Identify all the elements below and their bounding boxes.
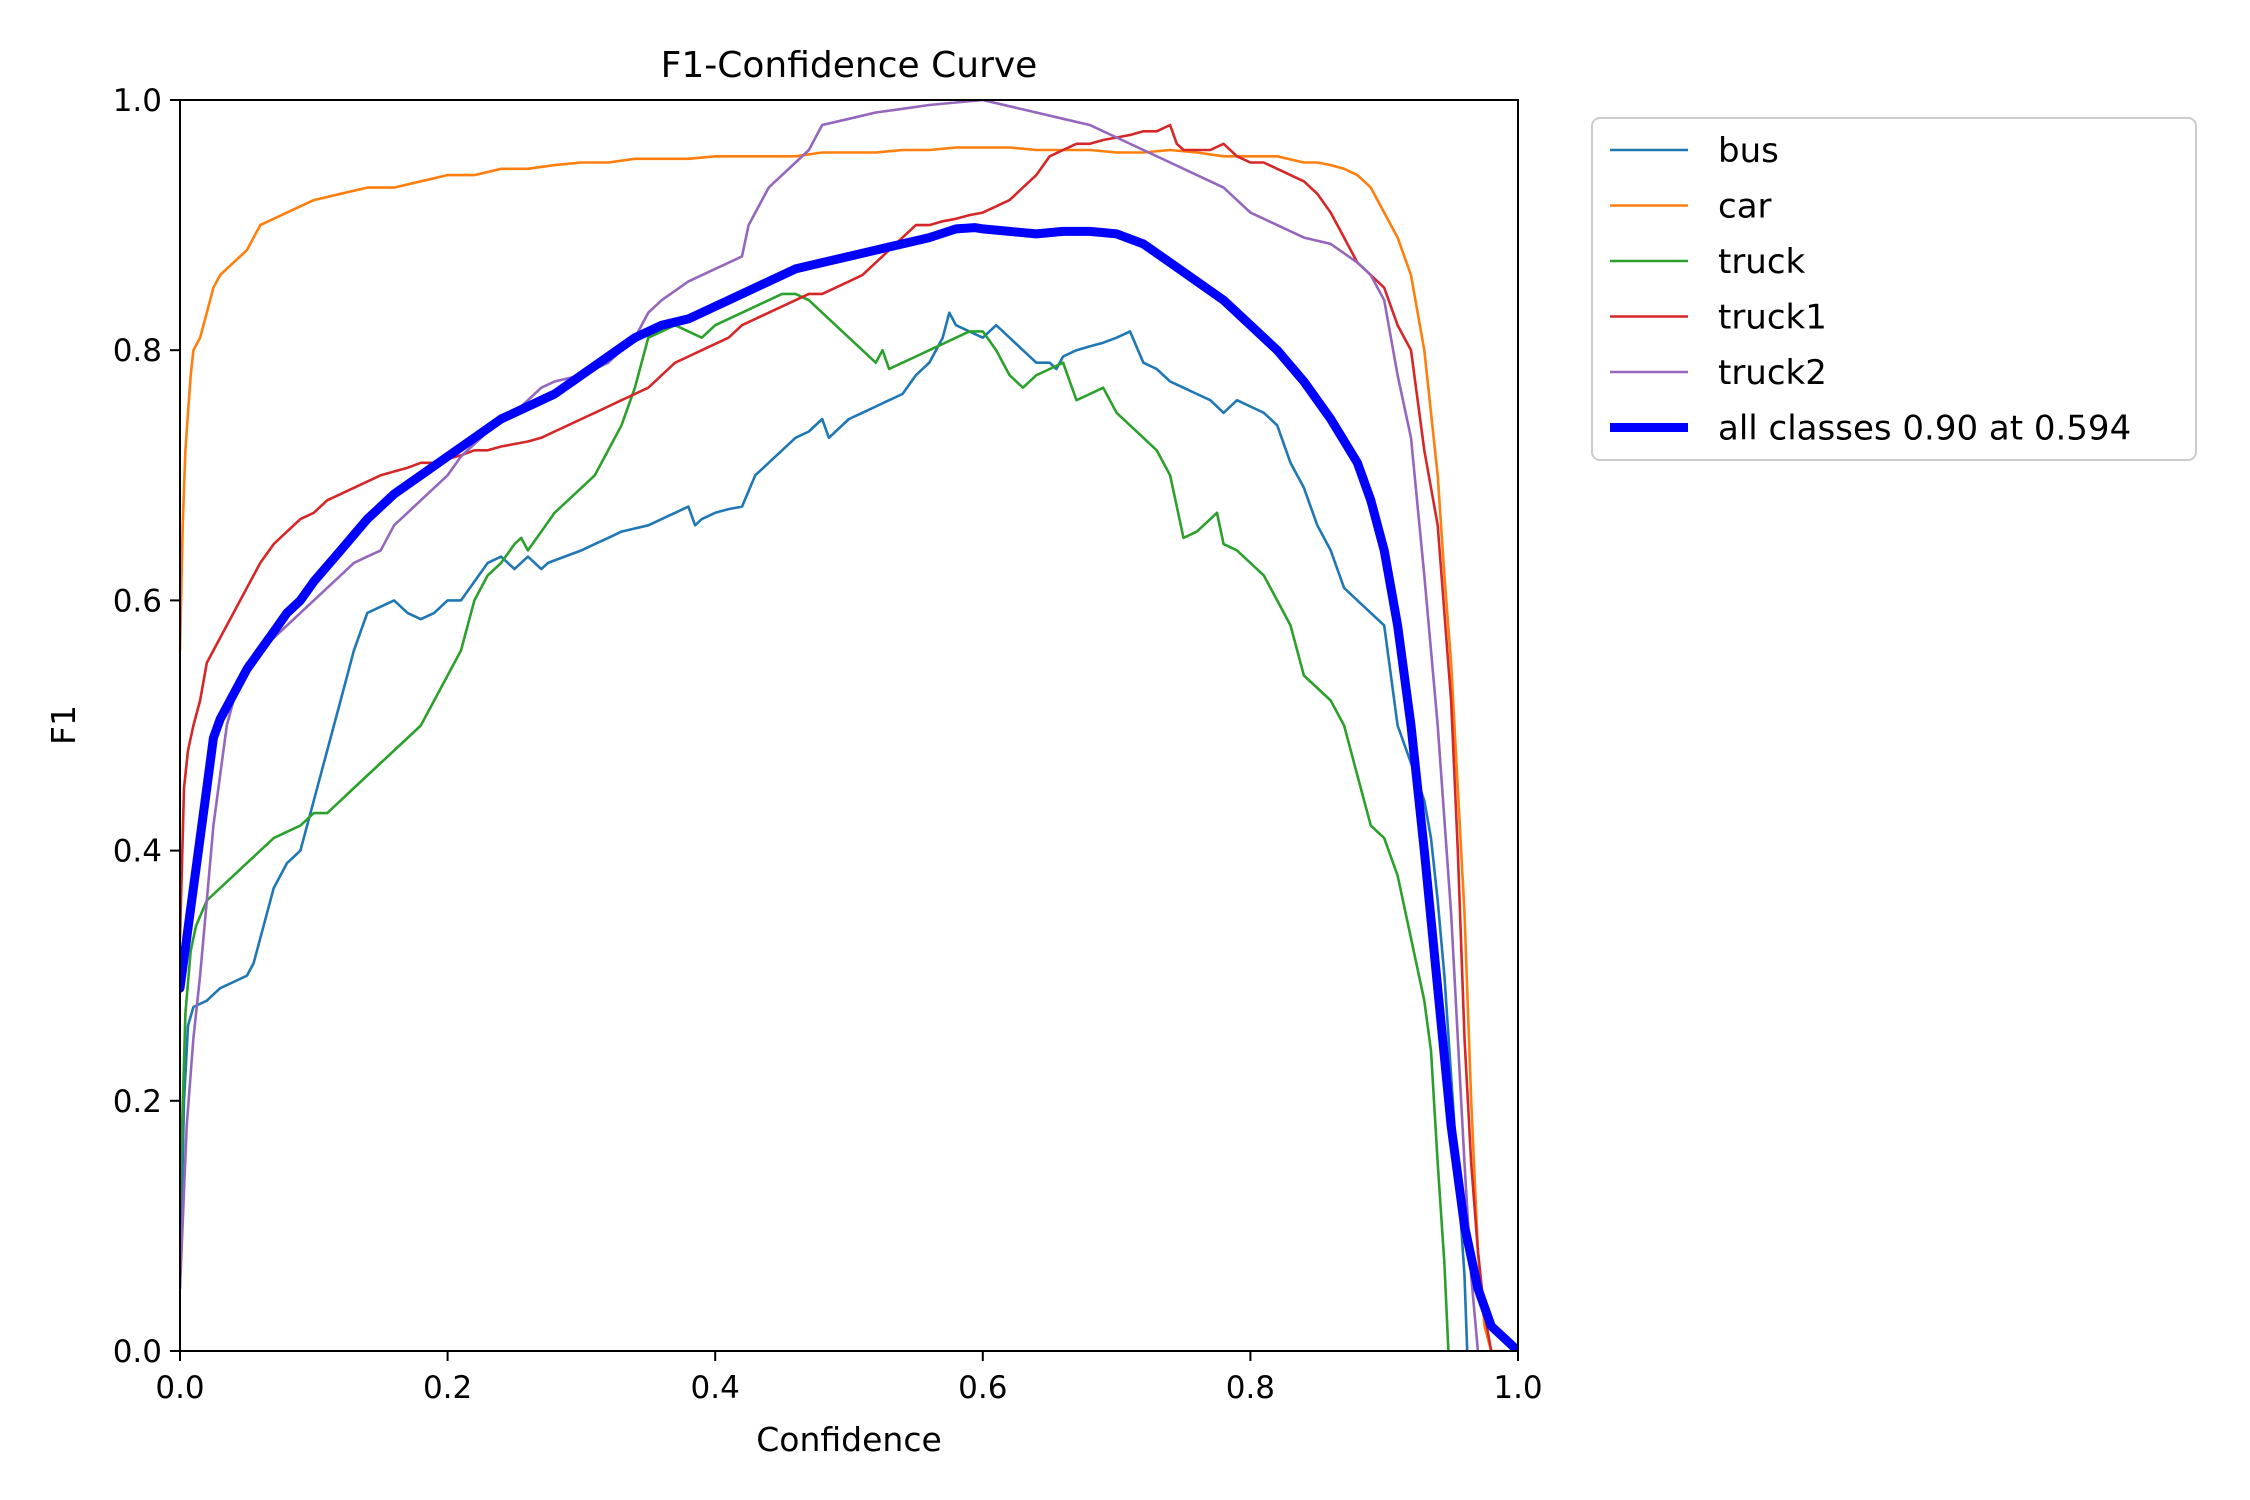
x-axis-ticks: 0.0 0.2 0.4 0.6 0.8 1.0 xyxy=(155,1351,1543,1406)
x-tick-label: 0.8 xyxy=(1226,1370,1275,1406)
series-layer xyxy=(180,100,1518,1351)
series-line-truck xyxy=(180,292,1450,1351)
y-axis-ticks: 0.0 0.2 0.4 0.6 0.8 1.0 xyxy=(113,83,180,1370)
legend-label: bus xyxy=(1718,131,1779,171)
chart-title: F1-Confidence Curve xyxy=(661,45,1038,86)
x-tick-label: 1.0 xyxy=(1493,1370,1542,1406)
series-line-truck2 xyxy=(180,100,1480,1351)
plot-area xyxy=(179,99,1519,1352)
x-tick-label: 0.4 xyxy=(691,1370,740,1406)
legend: bus car truck truck1 truck2 all classes 0.90 … xyxy=(1591,117,2197,461)
series-line-truck1 xyxy=(180,123,1493,1351)
series-line-all-classes-0-90-at-0-594 xyxy=(180,223,1518,1351)
legend-label: all classes 0.90 at 0.594 xyxy=(1718,409,2131,449)
series-line-car xyxy=(180,146,1506,1351)
y-tick-label: 0.0 xyxy=(113,1334,162,1370)
legend-label: car xyxy=(1718,187,1772,227)
legend-label: truck xyxy=(1718,242,1806,282)
y-axis-label: F1 xyxy=(44,705,83,745)
y-tick-label: 0.4 xyxy=(113,834,162,870)
x-tick-label: 0.6 xyxy=(958,1370,1007,1406)
legend-label: truck2 xyxy=(1718,353,1827,393)
legend-label: truck1 xyxy=(1718,298,1827,338)
y-tick-label: 0.8 xyxy=(113,333,162,369)
y-tick-label: 0.2 xyxy=(113,1084,162,1120)
x-axis-label: Confidence xyxy=(756,1420,942,1459)
x-tick-label: 0.0 xyxy=(155,1370,204,1406)
legend-box xyxy=(1591,117,2197,461)
series-line-bus xyxy=(180,311,1469,1351)
plot-frame xyxy=(179,99,1519,1352)
x-tick-label: 0.2 xyxy=(423,1370,472,1406)
y-tick-label: 1.0 xyxy=(113,83,162,119)
y-tick-label: 0.6 xyxy=(113,583,162,619)
